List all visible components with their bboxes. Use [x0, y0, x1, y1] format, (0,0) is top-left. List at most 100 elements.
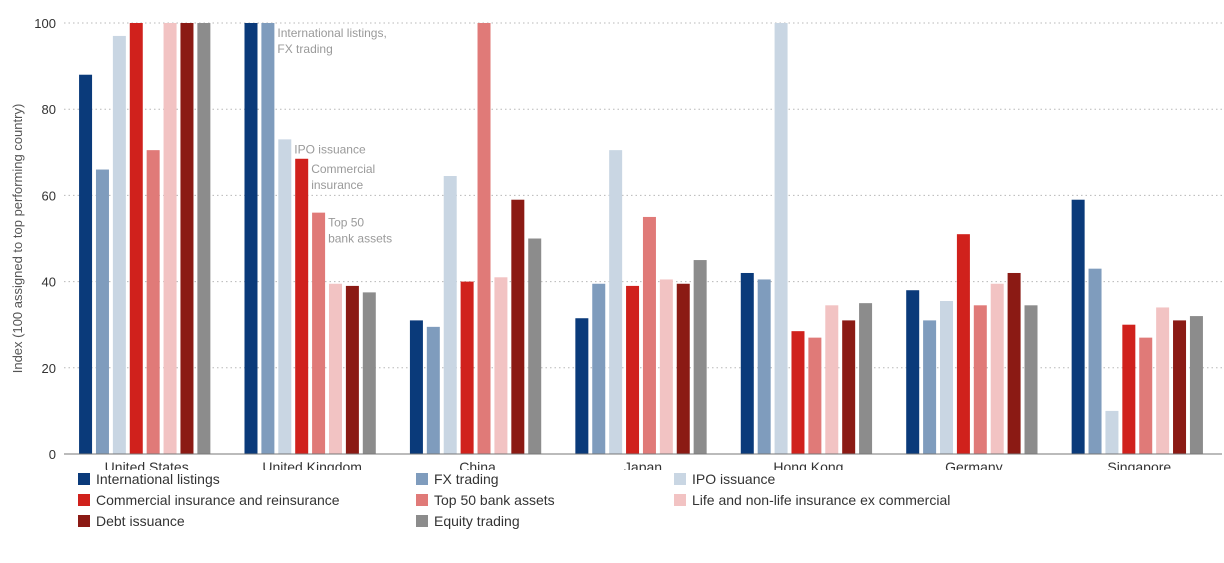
annotation-label: IPO issuance	[294, 142, 366, 156]
bar-china-4	[460, 281, 474, 454]
bar-united-states-2	[95, 169, 109, 455]
bar-china-7	[511, 199, 525, 454]
x-tick-label: United Kingdom	[262, 459, 362, 470]
bar-germany-3	[940, 300, 954, 454]
bar-united-kingdom-6	[328, 283, 342, 454]
bar-united-kingdom-8	[362, 292, 376, 454]
legend-item: International listings	[78, 471, 220, 487]
annotation-label: insurance	[311, 178, 363, 192]
legend-swatch	[416, 515, 428, 527]
bar-singapore-7	[1173, 320, 1187, 454]
legend-item: IPO issuance	[674, 471, 775, 487]
bar-china-3	[443, 176, 457, 454]
bar-united-kingdom-3	[278, 139, 292, 454]
bar-japan-3	[609, 150, 623, 454]
legend-label: Equity trading	[434, 513, 520, 529]
legend-swatch	[78, 473, 90, 485]
bar-japan-8	[693, 260, 707, 454]
legend-swatch	[674, 494, 686, 506]
x-tick-label: Hong Kong	[773, 459, 843, 470]
x-tick-label: United States	[105, 459, 189, 470]
bar-united-kingdom-2	[261, 23, 275, 454]
legend-swatch	[78, 494, 90, 506]
bar-singapore-8	[1189, 316, 1203, 454]
bar-hong-kong-8	[859, 303, 873, 454]
bar-japan-1	[575, 318, 589, 454]
bar-germany-1	[906, 290, 920, 454]
bar-united-states-4	[129, 23, 143, 454]
bar-united-kingdom-7	[345, 285, 359, 454]
legend-item: Life and non-life insurance ex commercia…	[674, 492, 950, 508]
bar-hong-kong-7	[842, 320, 856, 454]
bar-germany-8	[1024, 305, 1038, 454]
y-tick-label: 60	[42, 188, 56, 203]
x-tick-label: Japan	[624, 459, 662, 470]
bar-germany-4	[956, 234, 970, 454]
annotation-label: Commercial	[311, 162, 375, 176]
bar-united-kingdom-1	[244, 23, 258, 454]
bar-japan-5	[642, 216, 656, 454]
annotation-label: bank assets	[328, 232, 392, 246]
legend-label: IPO issuance	[692, 471, 776, 487]
legend-label: International listings	[96, 471, 220, 487]
legend-item: Debt issuance	[78, 513, 185, 529]
legend-item: Top 50 bank assets	[416, 492, 555, 508]
x-tick-label: China	[459, 459, 496, 470]
annotation-label: Top 50	[328, 216, 364, 230]
legend-label: Commercial insurance and reinsurance	[96, 492, 340, 508]
bar-japan-2	[592, 283, 606, 454]
bar-singapore-6	[1156, 307, 1170, 454]
annotation-label: International listings,	[277, 26, 386, 40]
legend-swatch	[78, 515, 90, 527]
bar-singapore-3	[1105, 410, 1119, 454]
y-tick-label: 0	[49, 447, 56, 462]
bar-japan-4	[626, 285, 640, 454]
y-tick-label: 20	[42, 361, 56, 376]
legend-label: Life and non-life insurance ex commercia…	[692, 492, 951, 508]
legend-swatch	[674, 473, 686, 485]
bar-singapore-4	[1122, 324, 1136, 454]
legend-item: FX trading	[416, 471, 499, 487]
bar-singapore-5	[1139, 337, 1153, 454]
bar-japan-6	[659, 279, 673, 454]
bar-germany-5	[973, 305, 987, 454]
bar-china-6	[494, 277, 508, 454]
bar-hong-kong-2	[757, 279, 771, 454]
legend-swatch	[416, 473, 428, 485]
x-tick-label: Germany	[945, 459, 1003, 470]
bar-china-8	[528, 238, 542, 454]
bar-united-states-1	[79, 74, 93, 454]
bar-united-states-6	[163, 23, 177, 454]
bar-united-states-3	[112, 35, 126, 455]
legend-label: Debt issuance	[96, 513, 185, 529]
y-tick-label: 80	[42, 102, 56, 117]
bar-united-kingdom-5	[312, 212, 326, 454]
legend-item: Equity trading	[416, 513, 520, 529]
bar-hong-kong-3	[774, 23, 788, 454]
annotation-label: FX trading	[277, 42, 332, 56]
legend-swatch	[416, 494, 428, 506]
bar-hong-kong-1	[740, 272, 754, 454]
bar-hong-kong-6	[825, 305, 839, 454]
bar-singapore-2	[1088, 268, 1102, 454]
legend-label: Top 50 bank assets	[434, 492, 555, 508]
bar-china-1	[409, 320, 423, 454]
bar-singapore-1	[1071, 199, 1085, 454]
bar-hong-kong-5	[808, 337, 822, 454]
y-tick-label: 40	[42, 275, 56, 290]
bar-china-2	[426, 326, 440, 454]
bar-united-states-5	[146, 150, 160, 454]
y-tick-label: 100	[34, 16, 56, 31]
bar-germany-7	[1007, 272, 1021, 454]
legend-label: FX trading	[434, 471, 499, 487]
bar-united-kingdom-4	[295, 158, 309, 454]
legend-item: Commercial insurance and reinsurance	[78, 492, 340, 508]
bar-hong-kong-4	[791, 331, 805, 454]
bar-germany-6	[990, 283, 1004, 454]
bar-germany-2	[923, 320, 937, 454]
x-tick-label: Singapore	[1107, 459, 1171, 470]
bar-japan-7	[676, 283, 690, 454]
y-axis-label: Index (100 assigned to top performing co…	[10, 104, 25, 374]
chart: 0 20 40 60 80 100 Index (100 assigned to top p…	[10, 16, 1222, 470]
bar-china-5	[477, 23, 491, 454]
